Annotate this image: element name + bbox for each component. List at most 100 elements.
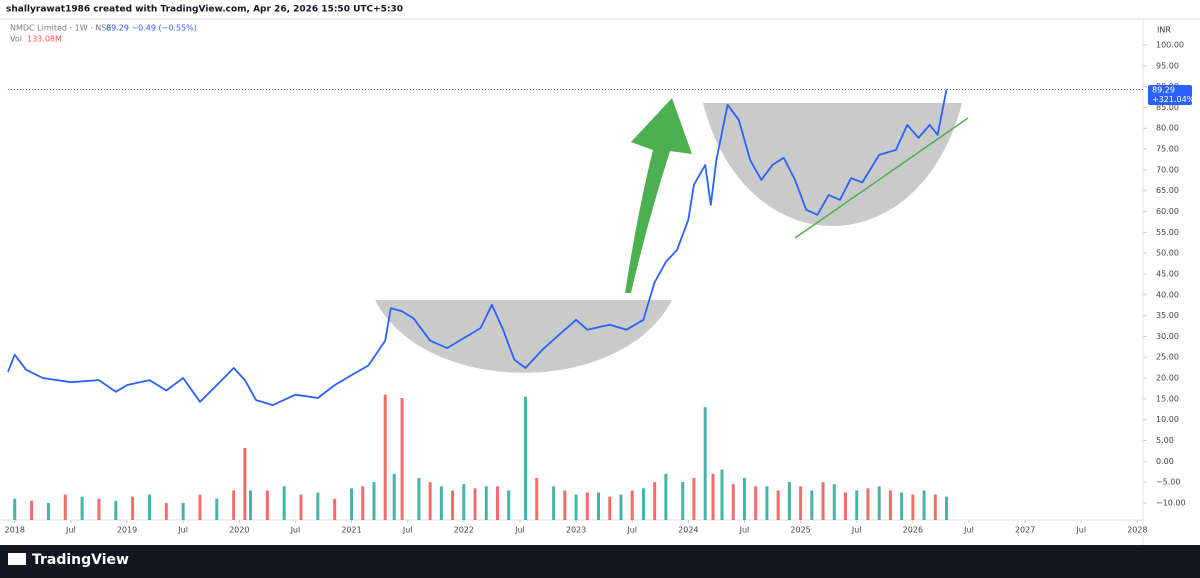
volume-bar bbox=[945, 496, 949, 520]
x-tick-label: 2028 bbox=[1127, 526, 1147, 535]
volume-bar bbox=[922, 490, 926, 520]
y-tick-label: 95.00 bbox=[1156, 61, 1179, 70]
volume-bar bbox=[810, 490, 814, 520]
credit: shallyrawat1986 created with TradingView… bbox=[6, 5, 403, 15]
volume-bar bbox=[114, 500, 118, 520]
volume-bar bbox=[372, 482, 376, 520]
y-tick-label: 35.00 bbox=[1156, 311, 1179, 320]
volume-bar bbox=[832, 484, 836, 520]
volume-bar bbox=[933, 494, 937, 520]
x-tick-label: 2023 bbox=[566, 526, 586, 535]
price-badge-price: 89.29 bbox=[1152, 86, 1175, 95]
volume-bar bbox=[131, 496, 135, 520]
volume-bar bbox=[524, 396, 528, 520]
x-tick-label: Jul bbox=[65, 526, 76, 535]
volume-bar bbox=[888, 490, 892, 520]
brand: TradingView bbox=[32, 552, 129, 568]
volume-bar bbox=[462, 484, 466, 520]
volume-bar bbox=[664, 473, 668, 520]
y-tick-label: 45.00 bbox=[1156, 269, 1179, 278]
y-tick-label: 65.00 bbox=[1156, 186, 1179, 195]
legend-volume-label: Vol bbox=[10, 35, 22, 44]
x-tick-label: 2019 bbox=[117, 526, 137, 535]
x-tick-label: Jul bbox=[1075, 526, 1086, 535]
volume-bar bbox=[692, 477, 696, 520]
y-tick-label: 15.00 bbox=[1156, 394, 1179, 403]
volume-bar bbox=[451, 490, 455, 520]
volume-bar bbox=[428, 482, 432, 520]
x-tick-label: Jul bbox=[514, 526, 525, 535]
y-tick-label: 40.00 bbox=[1156, 290, 1179, 299]
volume-bar bbox=[821, 482, 825, 520]
volume-bar bbox=[703, 407, 707, 520]
volume-bar bbox=[147, 494, 151, 520]
price-badge bbox=[1148, 85, 1192, 105]
volume-bar bbox=[866, 488, 870, 520]
volume-bar bbox=[299, 494, 303, 520]
volume-bar bbox=[417, 477, 421, 520]
volume-bar bbox=[552, 486, 556, 520]
volume-bar bbox=[653, 482, 657, 520]
y-tick-label: 60.00 bbox=[1156, 207, 1179, 216]
x-tick-label: 2027 bbox=[1015, 526, 1035, 535]
price-badge-change: +321.04% bbox=[1152, 95, 1195, 104]
volume-bar bbox=[80, 496, 84, 520]
x-tick-label: 2026 bbox=[903, 526, 923, 535]
x-tick-label: Jul bbox=[851, 526, 862, 535]
y-tick-label: 5.00 bbox=[1156, 436, 1174, 445]
footer-bar bbox=[0, 545, 1200, 578]
y-tick-label: 30.00 bbox=[1156, 332, 1179, 341]
x-tick-label: 2025 bbox=[790, 526, 810, 535]
volume-bar bbox=[400, 398, 404, 520]
volume-bar bbox=[63, 494, 67, 520]
volume-bar bbox=[495, 486, 499, 520]
volume-bar bbox=[619, 494, 623, 520]
y-tick-label: 10.00 bbox=[1156, 415, 1179, 424]
x-tick-label: 2022 bbox=[454, 526, 474, 535]
legend-quote: 89.29 −0.49 (−0.55%) bbox=[106, 24, 197, 33]
volume-bar bbox=[46, 502, 50, 520]
x-tick-label: 2020 bbox=[229, 526, 249, 535]
volume-bar bbox=[248, 490, 252, 520]
volume-bar bbox=[731, 484, 735, 520]
volume-bar bbox=[843, 492, 847, 520]
volume-bar bbox=[198, 494, 202, 520]
volume-bar bbox=[641, 488, 645, 520]
y-tick-label: 50.00 bbox=[1156, 249, 1179, 258]
volume-bar bbox=[681, 482, 685, 520]
logo: TradingView bbox=[8, 552, 129, 568]
volume-bar bbox=[754, 486, 758, 520]
x-tick-label: Jul bbox=[739, 526, 750, 535]
x-tick-label: Jul bbox=[626, 526, 637, 535]
y-tick-label: 25.00 bbox=[1156, 353, 1179, 362]
x-tick-label: Jul bbox=[402, 526, 413, 535]
y-tick-label: 100.00 bbox=[1156, 40, 1184, 49]
volume-bar bbox=[265, 490, 269, 520]
volume-bar bbox=[877, 486, 881, 520]
volume-bar bbox=[164, 502, 168, 520]
trend-line bbox=[794, 117, 969, 239]
cup-shape bbox=[375, 300, 672, 373]
volume-bar bbox=[282, 486, 286, 520]
volume-bar bbox=[742, 477, 746, 520]
x-tick-label: 2018 bbox=[5, 526, 25, 535]
volume-bar bbox=[473, 488, 477, 520]
logo-icon bbox=[8, 553, 26, 565]
volume-bar bbox=[776, 490, 780, 520]
volume-bar bbox=[720, 469, 724, 520]
volume-bar bbox=[765, 486, 769, 520]
y-tick-label: −5.00 bbox=[1156, 478, 1181, 487]
volume-bar bbox=[574, 494, 578, 520]
volume-bar bbox=[911, 494, 915, 520]
volume-bar bbox=[243, 447, 247, 520]
price-line bbox=[7, 89, 948, 406]
legend-volume-value: 133.08M bbox=[27, 35, 62, 44]
volume-bar bbox=[900, 492, 904, 520]
x-tick-label: Jul bbox=[290, 526, 301, 535]
x-tick-label: Jul bbox=[177, 526, 188, 535]
volume-bar bbox=[787, 482, 791, 520]
x-tick-label: Jul bbox=[963, 526, 974, 535]
volume-bar bbox=[507, 490, 511, 520]
volume-bar bbox=[563, 490, 567, 520]
